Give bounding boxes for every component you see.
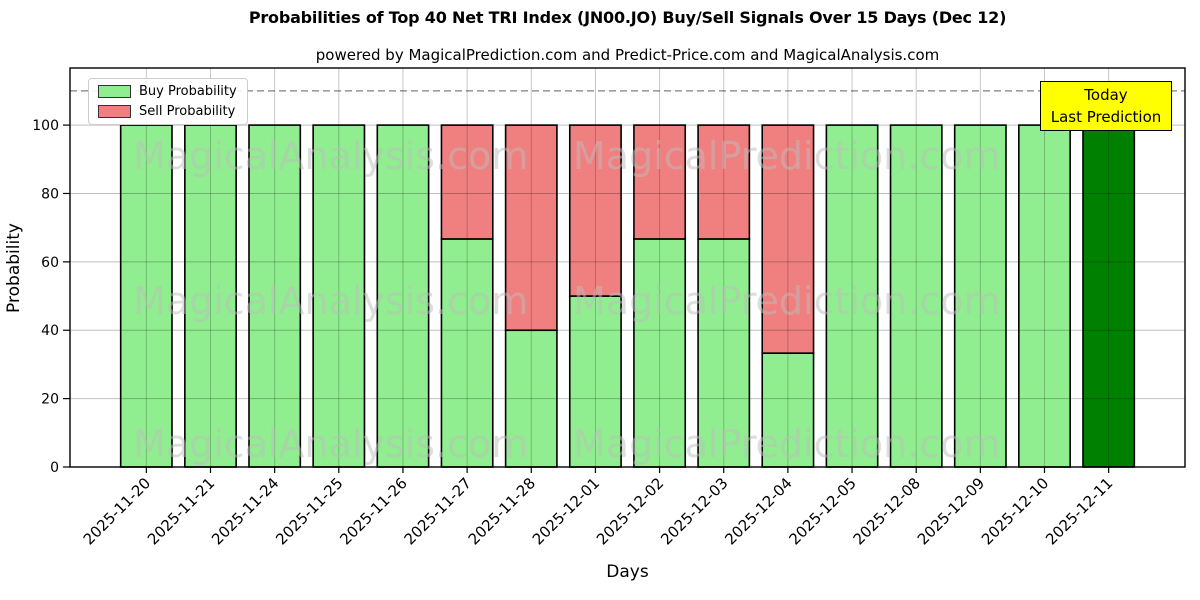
x-tick-label: 2025-12-01: [529, 474, 603, 548]
x-tick-label: 2025-12-04: [721, 474, 795, 548]
watermark-text: MagicalPrediction.com: [573, 422, 1001, 466]
bar-buy-segment: [889, 124, 943, 468]
y-tick-label: 80: [41, 186, 59, 202]
legend-item-sell: Sell Probability: [98, 105, 237, 118]
bar-buy-segment: [1018, 124, 1071, 468]
bar-sell-segment: [697, 124, 751, 240]
x-axis-label: Days: [606, 562, 649, 582]
bar-buy-segment: [312, 124, 366, 468]
y-tick-label: 40: [41, 323, 59, 339]
x-tick-label: 2025-11-26: [336, 474, 410, 548]
x-tick-label: 2025-11-24: [208, 474, 282, 548]
bar-sell-segment: [440, 124, 494, 240]
bar-buy-segment: [440, 238, 494, 468]
annotation-line-today: Today: [1084, 86, 1128, 104]
x-tick-label: 2025-12-09: [914, 474, 988, 548]
bar-buy-segment: [825, 124, 879, 468]
watermark-text: MagicalAnalysis.com: [133, 279, 528, 323]
sell-probability-swatch: [98, 105, 131, 118]
legend-label-sell: Sell Probability: [139, 104, 236, 119]
buy-probability-swatch: [98, 85, 131, 98]
bar-buy-segment: [633, 238, 687, 468]
watermark-text: MagicalAnalysis.com: [133, 134, 528, 178]
bar-sell-segment: [761, 124, 815, 354]
x-tick-label: 2025-12-05: [785, 474, 859, 548]
bar-sell-segment: [633, 124, 687, 240]
x-tick-label: 2025-11-27: [401, 474, 475, 548]
legend: Buy Probability Sell Probability: [88, 78, 248, 125]
y-tick-label: 20: [41, 392, 59, 408]
y-tick-label: 0: [50, 460, 59, 476]
bar-buy-segment: [184, 124, 237, 468]
x-tick-label: 2025-12-11: [1042, 474, 1116, 548]
chart-title: Probabilities of Top 40 Net TRI Index (J…: [248, 8, 1007, 27]
legend-item-buy: Buy Probability: [98, 85, 237, 98]
watermark-text: MagicalPrediction.com: [573, 279, 1001, 323]
bar-buy-segment: [953, 124, 1007, 468]
watermark-text: MagicalPrediction.com: [573, 134, 1001, 178]
y-tick-label: 100: [32, 118, 59, 134]
y-axis-label: Probability: [4, 223, 24, 313]
x-tick-label: 2025-11-20: [80, 474, 154, 548]
chart-subtitle: powered by MagicalPrediction.com and Pre…: [315, 46, 940, 64]
annotation-line-last-prediction: Last Prediction: [1050, 108, 1162, 126]
bar-sell-segment: [568, 124, 622, 297]
x-tick-label: 2025-11-21: [144, 474, 218, 548]
today-last-prediction-annotation: Today Last Prediction: [1040, 81, 1172, 131]
x-tick-label: 2025-12-02: [593, 474, 667, 548]
y-tick-label: 60: [41, 255, 59, 271]
bar-buy-segment: [1082, 124, 1136, 468]
x-tick-label: 2025-12-10: [978, 474, 1052, 548]
x-tick-label: 2025-11-28: [465, 474, 539, 548]
bar-sell-segment: [504, 124, 558, 332]
x-tick-label: 2025-11-25: [272, 474, 346, 548]
plot-border: [69, 67, 1186, 468]
bar-buy-segment: [119, 124, 173, 468]
x-tick-label: 2025-12-08: [850, 474, 924, 548]
bar-buy-segment: [376, 124, 430, 468]
legend-label-buy: Buy Probability: [139, 84, 237, 99]
x-tick-label: 2025-12-03: [657, 474, 731, 548]
watermark-text: MagicalAnalysis.com: [133, 422, 528, 466]
